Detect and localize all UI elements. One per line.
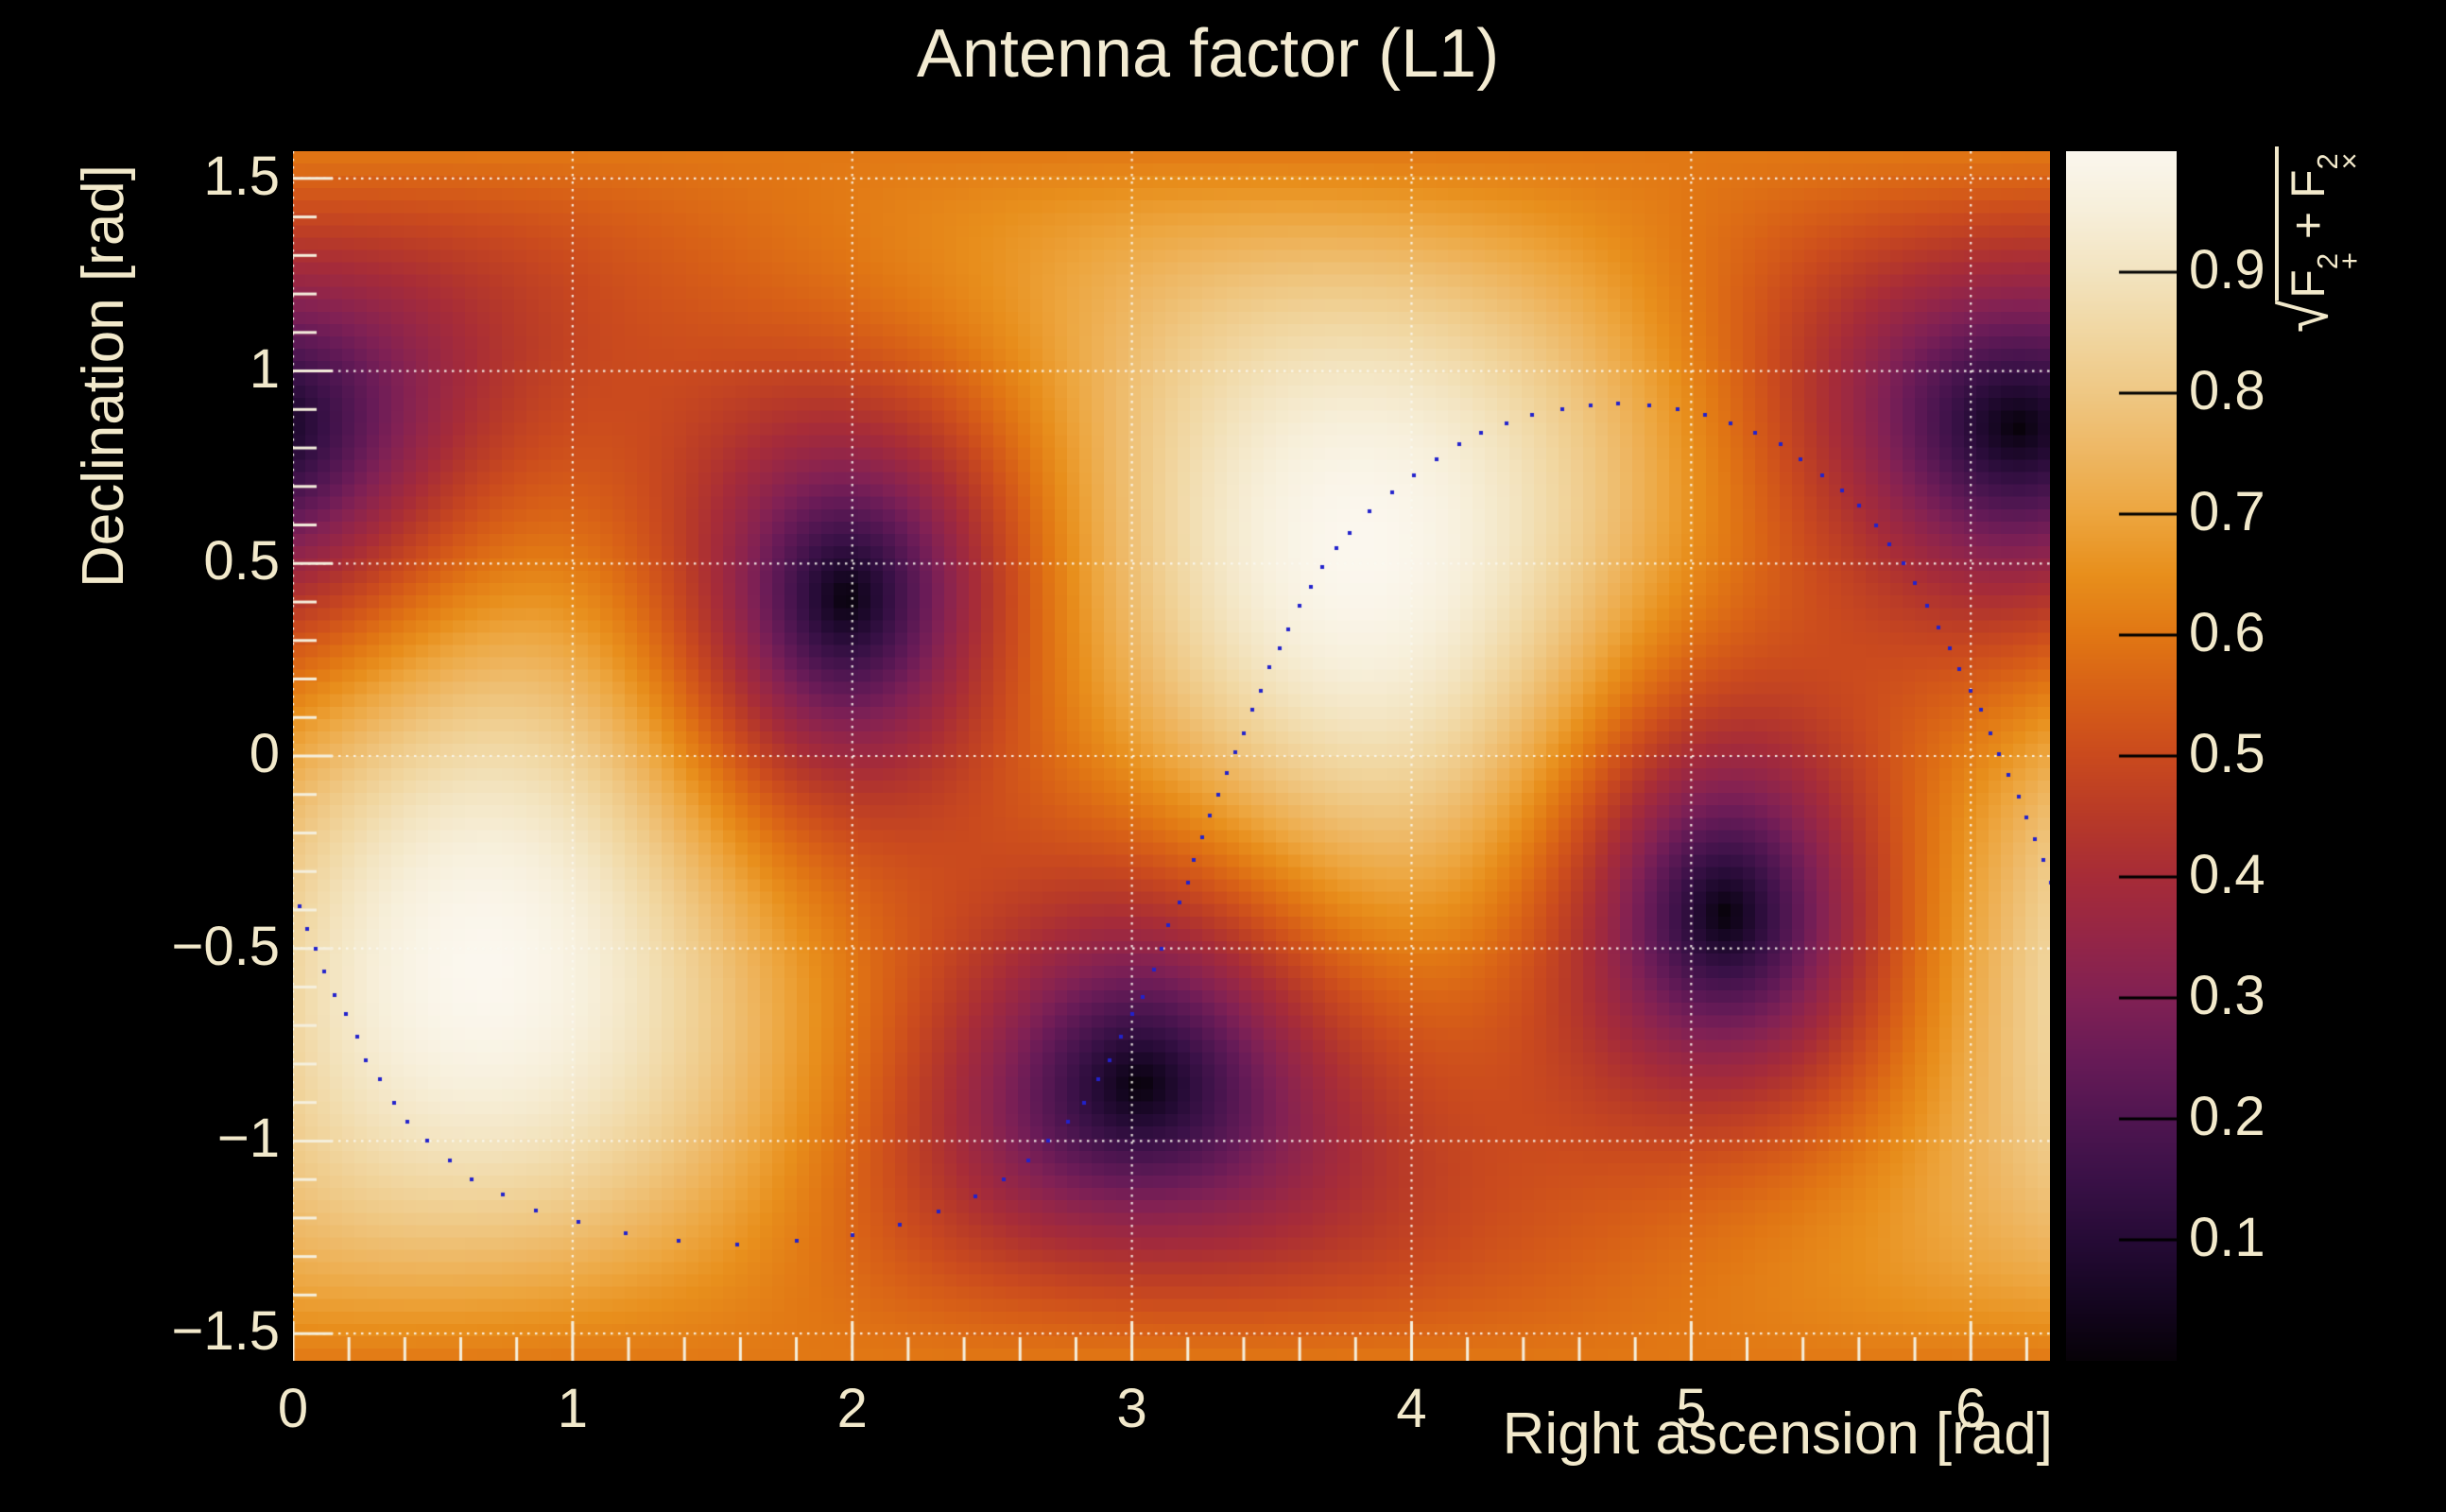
- y-tick-label-0.5: 0.5: [203, 530, 280, 593]
- plot-overlay-canvas: [293, 151, 2050, 1361]
- z-term2: F: [2282, 169, 2334, 199]
- z-term2-sub: ×: [2333, 152, 2367, 170]
- y-tick-label-−1: −1: [216, 1108, 280, 1170]
- chart-title: Antenna factor (L1): [916, 16, 1500, 92]
- colorbar-tick-label-0.8: 0.8: [2189, 360, 2265, 421]
- y-tick-label-−1.5: −1.5: [171, 1300, 281, 1363]
- colorbar-tick-label-0.3: 0.3: [2189, 965, 2265, 1026]
- colorbar-tick-label-0.7: 0.7: [2189, 481, 2265, 542]
- colorbar-tick-label-0.9: 0.9: [2189, 239, 2265, 301]
- x-tick-label-5: 5: [1676, 1378, 1707, 1439]
- colorbar-axis-title: √F 2 + + F 2 ×: [2267, 146, 2367, 333]
- colorbar-tick-label-0.5: 0.5: [2189, 723, 2265, 784]
- colorbar-tick-label-0.2: 0.2: [2189, 1086, 2265, 1147]
- radical-sign-icon: √: [2267, 300, 2343, 333]
- x-tick-label-4: 4: [1396, 1378, 1427, 1439]
- colorbar-tick-label-0.1: 0.1: [2189, 1207, 2265, 1268]
- y-tick-label-0: 0: [249, 723, 280, 784]
- z-term1: F: [2282, 269, 2334, 299]
- y-tick-label-1: 1: [249, 337, 280, 400]
- x-axis-title: Right ascension [rad]: [1502, 1401, 2053, 1467]
- x-tick-label-1: 1: [557, 1378, 588, 1439]
- x-tick-label-6: 6: [1955, 1378, 1987, 1439]
- x-tick-label-2: 2: [836, 1378, 868, 1439]
- y-tick-label-−0.5: −0.5: [171, 915, 281, 977]
- z-term1-sub: +: [2333, 252, 2367, 270]
- x-tick-label-0: 0: [277, 1378, 309, 1439]
- x-tick-label-3: 3: [1116, 1378, 1147, 1439]
- y-tick-label-1.5: 1.5: [203, 145, 280, 207]
- z-plus: +: [2282, 198, 2334, 253]
- colorbar-tick-label-0.6: 0.6: [2189, 602, 2265, 663]
- colorbar-tick-label-0.4: 0.4: [2189, 844, 2265, 905]
- colorbar-canvas: [2066, 151, 2177, 1361]
